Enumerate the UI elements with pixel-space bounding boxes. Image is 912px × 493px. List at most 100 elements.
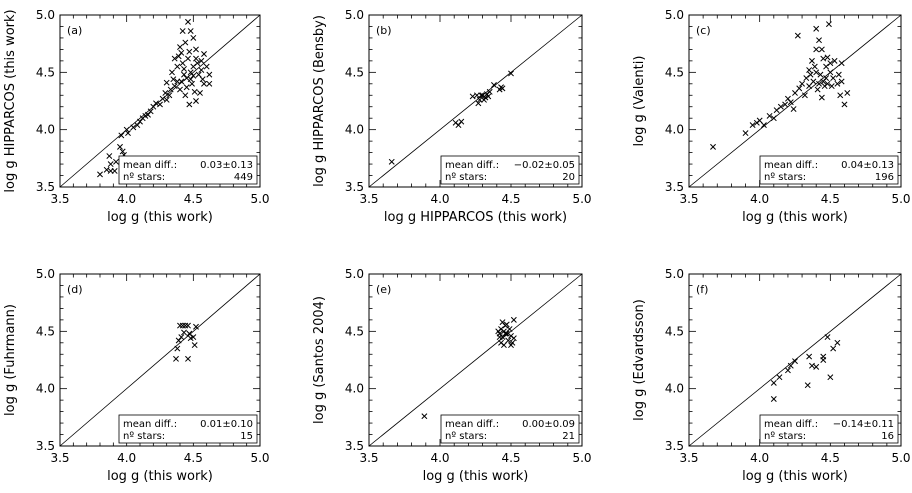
- n-stars-label: nº stars:: [123, 431, 165, 442]
- data-point: [107, 161, 114, 168]
- data-point-stroke: [813, 46, 820, 53]
- data-point: [830, 75, 837, 82]
- data-point: [183, 75, 190, 82]
- data-point-stroke: [499, 319, 506, 326]
- data-point: [485, 93, 492, 100]
- data-point: [177, 44, 183, 51]
- data-point: [835, 71, 842, 78]
- x-tick-label: 3.5: [679, 192, 698, 206]
- data-point-stroke: [187, 28, 194, 35]
- x-tick-label: 3.5: [359, 451, 378, 465]
- data-point: [844, 90, 851, 96]
- y-tick-label: 5.0: [665, 267, 684, 281]
- identity-line: [688, 273, 902, 447]
- data-point: [174, 345, 181, 352]
- data-point: [187, 76, 194, 83]
- x-tick-label: 4.5: [501, 192, 520, 206]
- data-point-stroke: [481, 96, 487, 103]
- data-point: [813, 69, 820, 76]
- data-point-stroke: [198, 67, 205, 73]
- data-point-stroke: [197, 90, 203, 96]
- data-point-stroke: [503, 330, 510, 337]
- data-point-stroke: [186, 48, 193, 55]
- x-tick-label: 3.5: [50, 451, 69, 465]
- data-point-stroke: [807, 71, 814, 78]
- data-point-stroke: [825, 21, 832, 28]
- data-point-stroke: [198, 57, 205, 64]
- data-point: [170, 76, 177, 83]
- data-point: [475, 100, 482, 107]
- data-point: [773, 107, 780, 114]
- data-point: [820, 55, 827, 62]
- data-point: [187, 28, 194, 35]
- x-tick-label: 4.5: [821, 451, 840, 465]
- data-point: [831, 57, 838, 64]
- mean-diff-value: 0.00±0.09: [522, 419, 575, 430]
- y-tick-label: 4.0: [345, 123, 364, 137]
- data-point-stroke: [756, 117, 763, 124]
- data-point: [830, 345, 837, 352]
- data-point: [145, 111, 151, 118]
- data-point-stroke: [787, 362, 794, 369]
- data-point-stroke: [476, 96, 483, 103]
- data-point: [201, 51, 207, 57]
- data-point-stroke: [166, 92, 173, 99]
- data-point-stroke: [182, 322, 189, 329]
- data-point: [820, 357, 827, 363]
- data-point-stroke: [818, 94, 825, 101]
- y-tick-label: 3.5: [665, 180, 684, 194]
- data-point-stroke: [837, 92, 844, 99]
- data-point: [191, 342, 198, 349]
- y-axis-label: log g (Edvardsson): [632, 299, 647, 421]
- data-point-stroke: [510, 316, 517, 323]
- data-point-stroke: [844, 90, 851, 96]
- x-tick-label: 4.0: [117, 192, 136, 206]
- data-point: [199, 76, 206, 83]
- x-tick-label: 4.5: [821, 192, 840, 206]
- data-point: [799, 80, 806, 87]
- data-point: [125, 130, 131, 137]
- n-stars-label: nº stars:: [445, 172, 487, 183]
- data-point: [499, 319, 506, 326]
- data-point-stroke: [182, 92, 189, 99]
- stats-box: [118, 414, 258, 444]
- data-point-stroke: [770, 379, 777, 386]
- data-point-stroke: [503, 321, 510, 328]
- data-point: [179, 60, 186, 67]
- data-point-stroke: [799, 80, 806, 87]
- data-point-stroke: [163, 79, 170, 86]
- data-point-stroke: [177, 44, 183, 51]
- data-point-stroke: [809, 57, 815, 64]
- data-point: [505, 337, 512, 344]
- data-point: [177, 86, 183, 93]
- data-point-stroke: [478, 92, 485, 99]
- data-point: [150, 103, 157, 110]
- data-point: [782, 101, 789, 108]
- y-tick-label: 4.5: [36, 324, 55, 338]
- data-point-stroke: [163, 96, 170, 103]
- data-point: [502, 330, 509, 337]
- data-point: [510, 335, 517, 342]
- data-point: [166, 92, 173, 99]
- mean-diff-value: −0.02±0.05: [514, 160, 575, 171]
- data-point-stroke: [191, 342, 198, 349]
- data-point-stroke: [178, 49, 185, 56]
- data-point: [179, 28, 186, 35]
- data-point-stroke: [817, 71, 824, 78]
- data-point-stroke: [171, 83, 178, 90]
- data-point-stroke: [838, 60, 845, 67]
- y-tick-label: 3.5: [665, 439, 684, 453]
- stats-box: [759, 414, 899, 444]
- data-point-stroke: [776, 374, 783, 381]
- y-tick-label: 4.0: [345, 382, 364, 396]
- n-stars-value: 196: [875, 172, 894, 183]
- data-point-stroke: [749, 122, 756, 129]
- data-point-stroke: [181, 71, 187, 78]
- data-point: [506, 326, 513, 332]
- data-point: [500, 342, 507, 349]
- stats-box: [440, 155, 580, 185]
- data-point-stroke: [111, 167, 118, 174]
- data-point-stroke: [178, 78, 185, 85]
- data-point: [182, 39, 189, 46]
- data-point-stroke: [190, 72, 197, 79]
